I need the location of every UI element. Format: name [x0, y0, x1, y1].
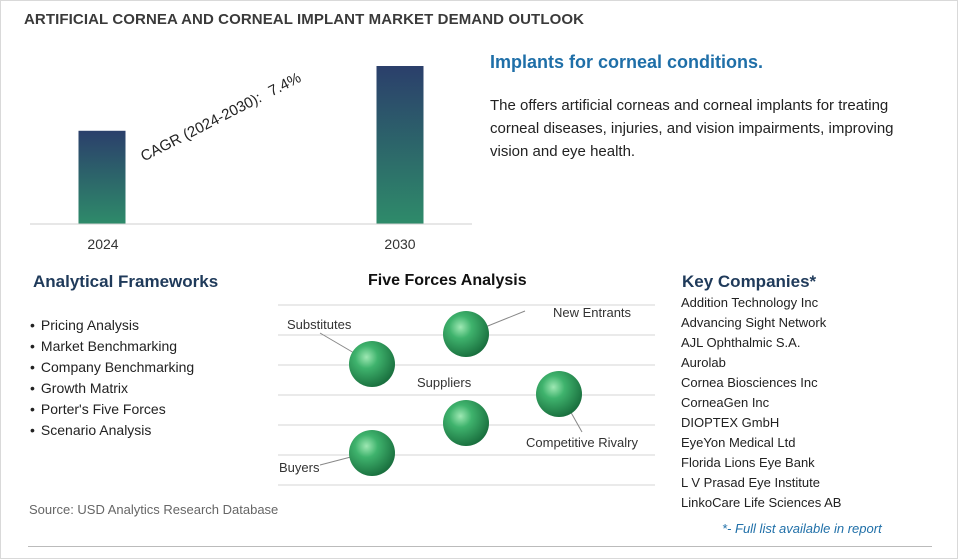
list-item: CorneaGen Inc — [681, 395, 770, 410]
companies-note: *- Full list available in report — [722, 521, 882, 536]
list-item: Cornea Biosciences Inc — [681, 375, 818, 390]
label-suppliers: Suppliers — [417, 375, 472, 390]
label-substitutes: Substitutes — [287, 317, 352, 332]
list-item: AJL Ophthalmic S.A. — [681, 335, 801, 350]
sphere-competitive-rivalry — [536, 371, 582, 417]
list-item: EyeYon Medical Ltd — [681, 435, 796, 450]
label-buyers: Buyers — [279, 460, 320, 475]
x-tick-label-2030: 2030 — [384, 236, 416, 252]
list-item: Company Benchmarking — [30, 357, 194, 378]
bar-2024 — [78, 130, 126, 224]
label-competitive-rivalry: Competitive Rivalry — [526, 435, 638, 450]
list-item: Porter's Five Forces — [30, 399, 194, 420]
list-item: LinkoCare Life Sciences AB — [681, 495, 842, 510]
sphere-new-entrants — [443, 311, 489, 357]
label-new-entrants: New Entrants — [553, 305, 632, 320]
x-tick-label-2024: 2024 — [87, 236, 119, 252]
list-item: L V Prasad Eye Institute — [681, 475, 820, 490]
list-item: Aurolab — [681, 355, 726, 370]
list-item: Scenario Analysis — [30, 420, 194, 441]
five-forces-title: Five Forces Analysis — [368, 272, 527, 289]
companies-title: Key Companies* — [682, 272, 817, 291]
list-item: Market Benchmarking — [30, 336, 194, 357]
list-item: Florida Lions Eye Bank — [681, 455, 815, 470]
frameworks-list: Pricing Analysis Market Benchmarking Com… — [30, 315, 194, 441]
list-item: DIOPTEX GmbH — [681, 415, 780, 430]
highlight-title: Implants for corneal conditions. — [490, 52, 764, 72]
frameworks-title: Analytical Frameworks — [33, 272, 219, 291]
list-item: Addition Technology Inc — [681, 295, 819, 310]
divider — [28, 546, 932, 547]
highlight-text: The offers artificial corneas and cornea… — [490, 97, 894, 160]
companies-list: Addition Technology Inc Advancing Sight … — [681, 293, 841, 513]
list-item: Advancing Sight Network — [681, 315, 827, 330]
source-note: Source: USD Analytics Research Database — [29, 502, 279, 517]
sphere-suppliers — [443, 400, 489, 446]
sphere-buyers — [349, 430, 395, 476]
bar-2030 — [376, 66, 424, 224]
list-item: Pricing Analysis — [30, 315, 194, 336]
page-title: ARTIFICIAL CORNEA AND CORNEAL IMPLANT MA… — [24, 11, 585, 28]
list-item: Growth Matrix — [30, 378, 194, 399]
sphere-substitutes — [349, 341, 395, 387]
